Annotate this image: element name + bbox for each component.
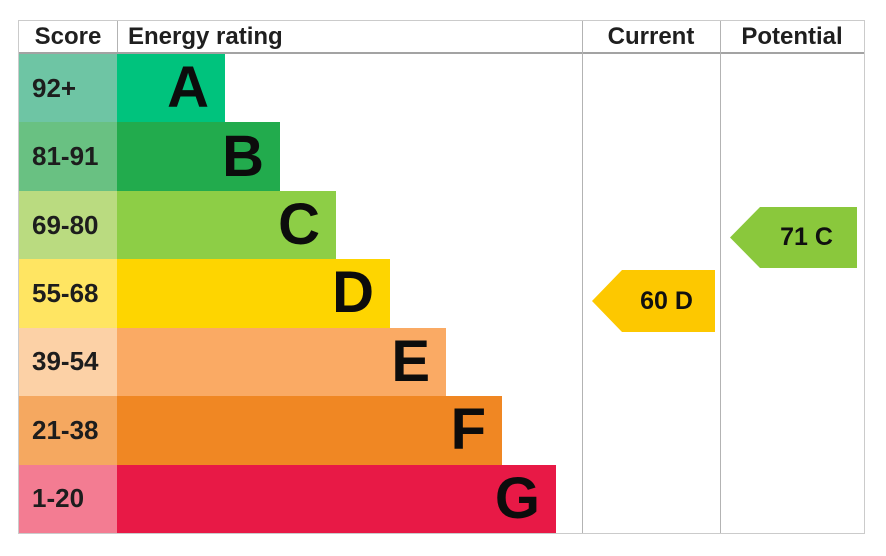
score-range: 1-20 [19, 464, 117, 533]
score-range: 21-38 [19, 396, 117, 465]
rating-row-e: 39-54 E [19, 327, 864, 397]
rating-letter: B [222, 123, 264, 189]
score-range: 55-68 [19, 259, 117, 328]
rating-band: G [117, 464, 556, 533]
score-range: 81-91 [19, 122, 117, 191]
current-rating-value: 60 D [640, 286, 693, 315]
rating-row-b: 81-91 B [19, 122, 864, 191]
rating-row-f: 21-38 F [19, 396, 864, 465]
score-range: 69-80 [19, 190, 117, 260]
score-range: 92+ [19, 54, 117, 123]
rating-letter: D [332, 260, 374, 326]
rating-row-d: 55-68 D [19, 259, 864, 328]
rating-band: D [117, 259, 390, 328]
rating-row-c: 69-80 C [19, 190, 864, 260]
potential-column-divider [720, 21, 721, 533]
rating-band: A [117, 54, 225, 123]
rating-rows: 92+ A 81-91 B 69-80 C 55-68 [19, 54, 864, 533]
rating-letter: C [278, 192, 320, 258]
potential-rating-value: 71 C [780, 223, 833, 251]
header-potential: Potential [741, 22, 843, 50]
rating-letter: F [450, 397, 486, 463]
rating-row-g: 1-20 G [19, 464, 864, 533]
rating-letter: A [167, 55, 209, 121]
rating-letter: G [494, 465, 540, 531]
header-score: Score [34, 22, 102, 50]
current-column-divider [582, 21, 583, 533]
header-energy-rating: Energy rating [128, 22, 283, 50]
rating-row-a: 92+ A [19, 54, 864, 123]
rating-band: F [117, 396, 502, 465]
rating-band: C [117, 190, 336, 260]
rating-band: E [117, 327, 446, 397]
rating-table: Score Energy rating Current Potential 92… [18, 20, 865, 534]
rating-band: B [117, 122, 280, 191]
score-column-divider [117, 21, 118, 52]
score-range: 39-54 [19, 327, 117, 397]
left-pointing-arrow-icon [592, 270, 715, 332]
header-current: Current [607, 22, 695, 50]
potential-rating-arrow: 71 C [730, 207, 857, 268]
rating-letter: E [391, 328, 430, 394]
current-rating-arrow: 60 D [592, 270, 715, 332]
table-header: Score Energy rating Current Potential [19, 21, 864, 54]
left-pointing-arrow-icon [730, 207, 857, 268]
